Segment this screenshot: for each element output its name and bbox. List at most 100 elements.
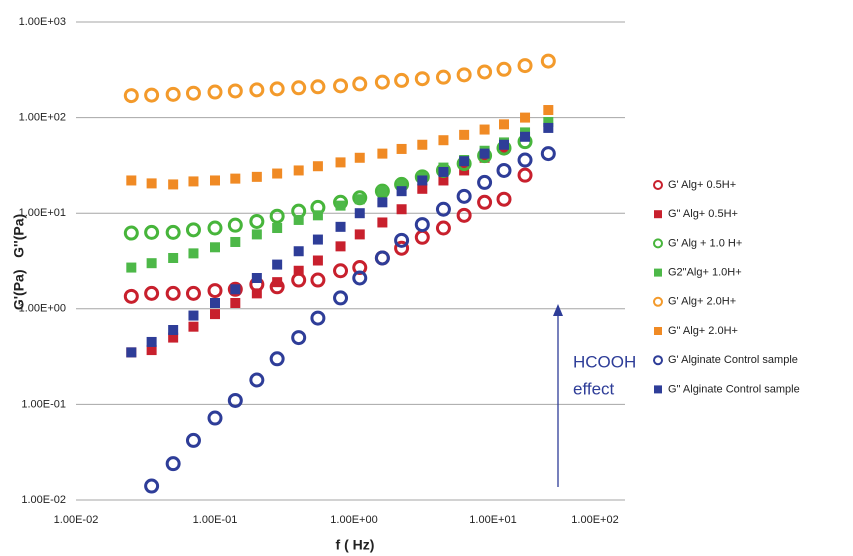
point	[293, 246, 304, 257]
point	[354, 194, 365, 205]
point	[123, 88, 139, 104]
point	[210, 242, 220, 253]
point	[352, 76, 368, 92]
point	[496, 191, 512, 207]
point	[126, 262, 137, 273]
y-tick-label: 1.00E+00	[19, 303, 66, 315]
legend-marker	[653, 296, 663, 307]
y-tick-label: 1.00E+01	[19, 207, 66, 219]
annotation-text: effect	[573, 379, 615, 398]
point	[146, 178, 157, 189]
point	[269, 351, 285, 367]
point	[377, 148, 388, 159]
point	[354, 208, 365, 219]
point	[168, 179, 179, 190]
point	[517, 152, 533, 168]
point	[352, 260, 368, 276]
x-tick-label: 1.00E-01	[193, 514, 238, 526]
point	[396, 179, 407, 190]
point	[396, 186, 407, 197]
point	[438, 135, 449, 146]
point	[435, 69, 451, 85]
point	[456, 188, 472, 204]
point	[312, 234, 323, 245]
point	[251, 288, 262, 299]
annotation-arrowhead	[553, 304, 563, 316]
point	[185, 285, 201, 301]
point	[126, 347, 137, 358]
legend-label: G' Alg+ 2.0H+	[668, 296, 736, 308]
legend-marker	[653, 180, 663, 190]
point	[144, 285, 160, 301]
point	[144, 224, 160, 240]
point	[185, 85, 201, 101]
point	[335, 200, 346, 211]
legend-label: G" Alg+ 2.0H+	[668, 325, 738, 337]
point	[185, 222, 201, 238]
point	[335, 221, 346, 232]
point	[249, 372, 265, 388]
point	[414, 217, 430, 233]
point	[333, 290, 349, 306]
point	[417, 183, 428, 194]
point	[146, 258, 157, 269]
point	[377, 197, 388, 208]
point	[126, 175, 137, 186]
point	[165, 285, 181, 301]
point	[417, 139, 428, 150]
point	[394, 232, 410, 248]
point	[377, 186, 388, 197]
point	[291, 272, 307, 288]
point	[185, 432, 201, 448]
point	[310, 272, 326, 288]
point	[459, 129, 470, 140]
point	[479, 148, 490, 159]
point	[249, 213, 265, 229]
point	[354, 152, 365, 163]
point	[293, 165, 304, 176]
point	[188, 176, 199, 187]
point	[168, 325, 179, 336]
point	[312, 255, 323, 266]
point	[477, 64, 493, 80]
point	[354, 229, 365, 240]
point	[417, 175, 428, 186]
x-axis-label: f ( Hz)	[336, 537, 375, 553]
legend-marker	[653, 355, 663, 366]
point	[146, 345, 157, 356]
point	[123, 225, 139, 241]
x-tick-label: 1.00E+00	[330, 514, 377, 526]
legend-label: G' Alg+ 0.5H+	[668, 179, 736, 191]
point	[188, 248, 199, 259]
point	[496, 162, 512, 178]
point	[251, 171, 262, 182]
point	[227, 83, 243, 99]
point	[479, 124, 490, 135]
point	[230, 284, 241, 295]
legend-label: G" Alginate Control sample	[668, 383, 800, 395]
point	[438, 175, 449, 186]
legend-marker	[654, 210, 662, 219]
legend-label: G2"Alg+ 1.0H+	[668, 267, 742, 279]
point	[374, 74, 390, 90]
legend-label: G' Alg + 1.0 H+	[668, 237, 742, 249]
point	[540, 53, 556, 69]
point	[540, 146, 556, 162]
annotation-text: HCOOH	[573, 352, 636, 371]
point	[435, 201, 451, 217]
point	[374, 250, 390, 266]
y-tick-label: 1.00E+03	[19, 16, 66, 28]
point	[394, 240, 410, 256]
point	[333, 78, 349, 94]
point	[207, 220, 223, 236]
legend-marker	[654, 327, 662, 335]
point	[188, 310, 199, 321]
y-tick-label: 1.00E-02	[21, 494, 66, 506]
point	[230, 236, 241, 247]
point	[374, 183, 390, 199]
point	[146, 336, 157, 347]
x-tick-label: 1.00E+02	[571, 514, 618, 526]
point	[291, 330, 307, 346]
point	[210, 175, 220, 186]
